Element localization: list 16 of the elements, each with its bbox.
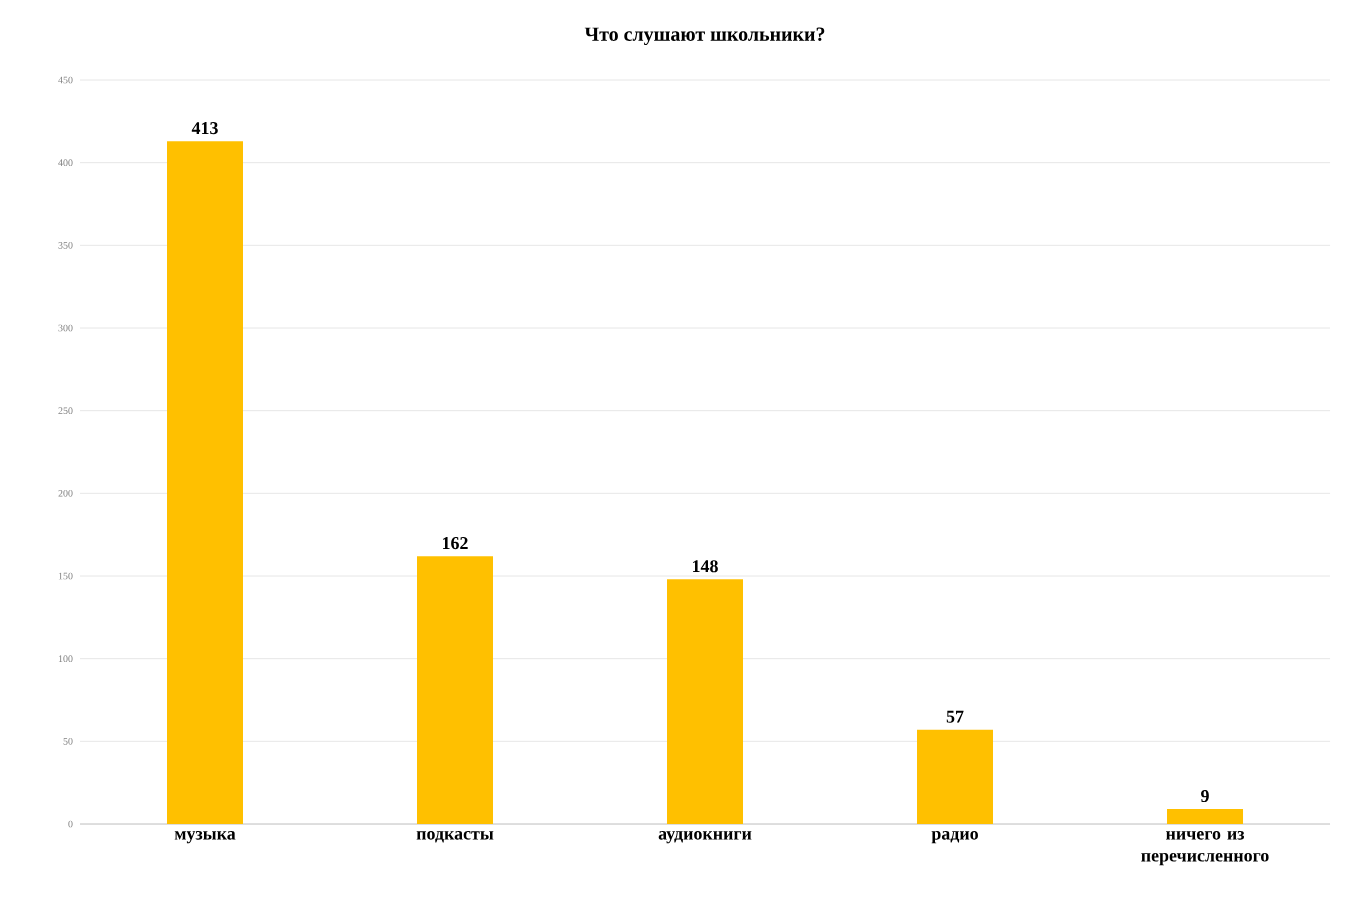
data-label: 413 <box>191 122 218 135</box>
data-label: 148 <box>692 560 718 573</box>
data-label: 162 <box>442 537 468 550</box>
x-tick-label: радио <box>931 831 978 844</box>
x-tick-label: ничего из перечисленного <box>1141 831 1269 866</box>
x-tick-label: музыка <box>174 831 236 844</box>
bar <box>167 141 243 824</box>
x-tick-label: подкасты <box>416 831 494 843</box>
chart-title: Что слушают школьники? <box>584 27 825 46</box>
bar <box>917 729 994 824</box>
data-label: 57 <box>946 710 964 723</box>
bar <box>667 579 744 824</box>
x-tick-label: аудиокниги <box>658 831 752 844</box>
bar <box>417 556 494 824</box>
bar <box>1167 809 1244 824</box>
data-label: 9 <box>1201 790 1209 803</box>
